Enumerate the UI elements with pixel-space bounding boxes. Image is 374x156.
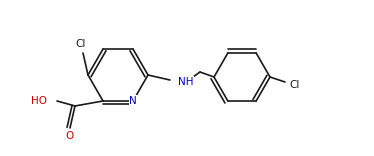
Text: Cl: Cl (76, 39, 86, 49)
Text: N: N (129, 96, 137, 106)
Text: HO: HO (31, 96, 47, 106)
Text: O: O (66, 131, 74, 141)
Text: NH: NH (178, 77, 193, 87)
Text: Cl: Cl (290, 80, 300, 90)
